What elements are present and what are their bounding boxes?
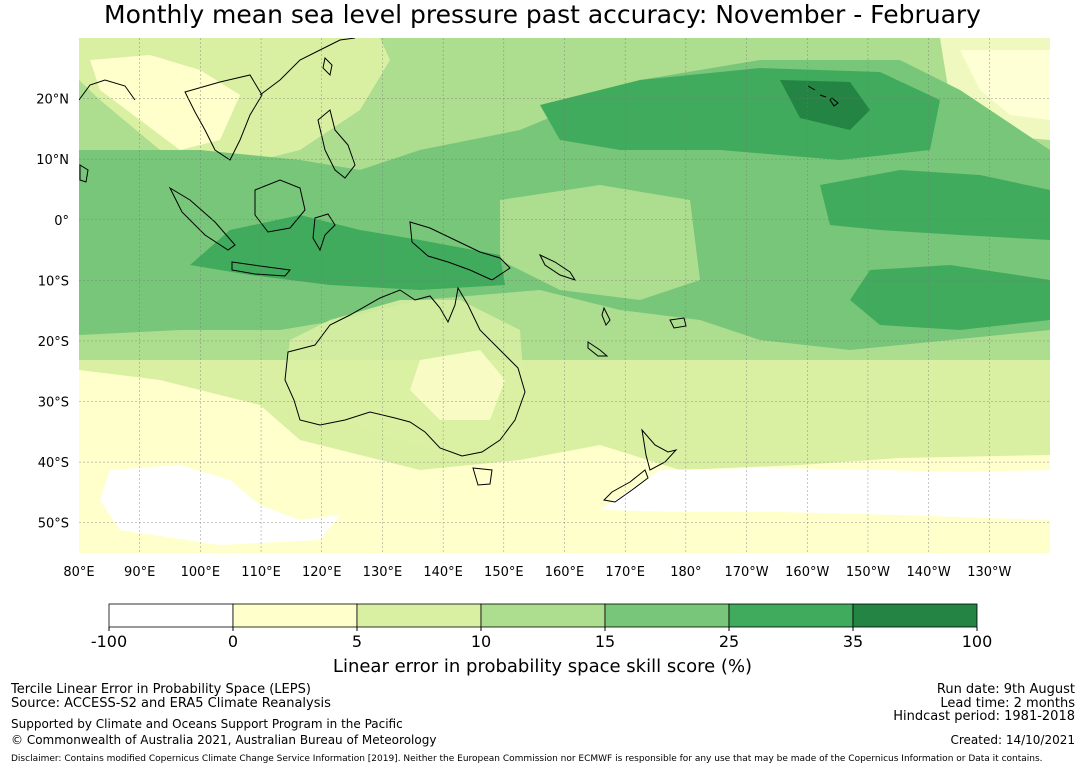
- coast-sri-lanka: [79, 164, 89, 183]
- coast-sulawesi: [312, 213, 336, 252]
- coast-indochina: [184, 74, 263, 161]
- coast-tasmania: [472, 467, 493, 486]
- lat-tick-label: 50°S: [38, 517, 69, 532]
- coast-taiwan: [322, 56, 333, 77]
- lat-tick-label: 20°N: [36, 93, 69, 108]
- lat-tick-label: 40°S: [38, 456, 69, 471]
- lon-tick-label: 150°E: [484, 565, 524, 580]
- lon-tick-label: 160°W: [785, 565, 829, 580]
- colorbar-tick-label: 35: [843, 632, 863, 651]
- skill-core-east-pacific: [820, 170, 1050, 240]
- lon-tick-label: 160°E: [545, 565, 585, 580]
- colorbar-box: [852, 603, 978, 628]
- lon-tick-label: 150°W: [846, 565, 890, 580]
- copyright-text: © Commonwealth of Australia 2021, Austra…: [11, 733, 437, 747]
- support-text: Supported by Climate and Oceans Support …: [11, 717, 403, 731]
- lat-tick-label: 0°: [54, 214, 69, 229]
- colorbar-ticks: -100 0 5 10 15 25 35 100: [91, 627, 992, 651]
- skill-core-south-pacific: [850, 265, 1050, 330]
- lon-tick-label: 110°E: [241, 565, 281, 580]
- colorbar-tick-label: 0: [228, 632, 238, 651]
- lon-tick-label: 140°W: [907, 565, 951, 580]
- run-date-text: Run date: 9th August: [936, 682, 1075, 697]
- colorbar-tick-label: 10: [471, 632, 491, 651]
- coast-china: [259, 38, 356, 96]
- lon-tick-label: 170°E: [605, 565, 645, 580]
- skill-band-central-pacific-light: [500, 185, 700, 300]
- colorbar-box: [480, 603, 606, 628]
- colorbar-box: [108, 603, 234, 628]
- map-title: Monthly mean sea level pressure past acc…: [104, 0, 981, 29]
- lon-tick-label: 90°E: [124, 565, 155, 580]
- colorbar-tick-label: -100: [91, 632, 127, 651]
- colorbar: -100 0 5 10 15 25 35 100: [91, 603, 992, 651]
- coast-sumatra: [168, 186, 236, 251]
- skill-core-maritime: [190, 215, 505, 290]
- source-text: Source: ACCESS-S2 and ERA5 Climate Reana…: [11, 696, 331, 711]
- skill-band-australia-yellow: [410, 350, 505, 420]
- coast-new-caledonia: [587, 341, 609, 357]
- coast-solomon: [538, 253, 577, 281]
- lead-time-text: Lead time: 2 months: [940, 696, 1075, 711]
- coast-new-guinea: [409, 221, 511, 281]
- colorbar-tick-label: 25: [719, 632, 739, 651]
- coastlines: [79, 38, 839, 503]
- hindcast-text: Hindcast period: 1981-2018: [893, 709, 1075, 724]
- lon-tick-label: 100°E: [181, 565, 221, 580]
- coast-new-zealand-north: [641, 428, 678, 471]
- disclaimer-text: Disclaimer: Contains modified Copernicus…: [11, 754, 1043, 764]
- coast-java: [231, 261, 291, 277]
- created-text: Created: 14/10/2021: [950, 733, 1075, 747]
- lat-tick-label: 30°S: [38, 396, 69, 411]
- skill-core-hawaii: [780, 80, 870, 130]
- colorbar-box: [604, 603, 730, 628]
- lon-tick-label: 80°E: [63, 565, 94, 580]
- longitude-labels: 80°E 90°E 100°E 110°E 120°E 130°E 140°E 150°E 16…: [63, 565, 1011, 580]
- skill-band-south-white: [100, 465, 340, 545]
- lon-tick-label: 130°E: [363, 565, 403, 580]
- lat-tick-label: 10°N: [36, 153, 69, 168]
- lon-tick-label: 120°E: [302, 565, 342, 580]
- colorbar-boxes: [108, 603, 978, 628]
- coast-new-zealand-south: [602, 469, 649, 503]
- coast-australia: [284, 286, 526, 457]
- colorbar-tick-label: 15: [595, 632, 615, 651]
- coast-india: [79, 79, 136, 101]
- latitude-labels: 20°N 10°N 0° 10°S 20°S 30°S 40°S 50°S: [36, 93, 69, 532]
- coast-vanuatu: [601, 306, 611, 326]
- method-text: Tercile Linear Error in Probability Spac…: [11, 682, 311, 697]
- colorbar-box: [728, 603, 854, 628]
- lon-tick-label: 170°W: [724, 565, 768, 580]
- skill-map: 20°N 10°N 0° 10°S 20°S 30°S 40°S 50°S 80°E 90°E 1…: [36, 38, 1050, 580]
- lon-tick-label: 180°: [670, 565, 701, 580]
- coast-borneo: [254, 179, 306, 233]
- colorbar-tick-label: 5: [352, 632, 362, 651]
- gridlines: [79, 38, 1050, 553]
- coast-hawaii: [807, 85, 839, 107]
- lat-tick-label: 10°S: [38, 274, 69, 289]
- coast-philippines: [317, 109, 356, 179]
- colorbar-box: [356, 603, 482, 628]
- lat-tick-label: 20°S: [38, 335, 69, 350]
- colorbar-tick-label: 100: [962, 632, 993, 651]
- colorbar-box: [232, 603, 358, 628]
- lon-tick-label: 130°W: [967, 565, 1011, 580]
- colorbar-label: Linear error in probability space skill …: [332, 656, 753, 677]
- lon-tick-label: 140°E: [423, 565, 463, 580]
- skill-band-south-white-east: [600, 468, 1050, 520]
